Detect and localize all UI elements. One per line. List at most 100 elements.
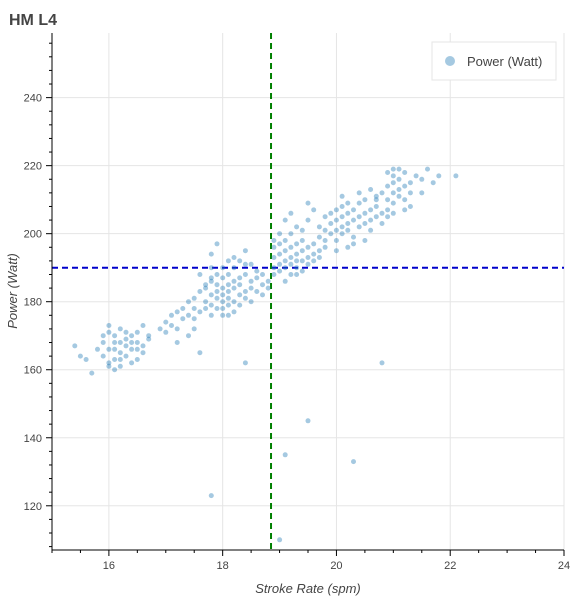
- data-point: [333, 227, 339, 233]
- data-point: [214, 282, 220, 288]
- data-point: [214, 295, 220, 301]
- data-point: [362, 221, 368, 226]
- data-point: [140, 343, 146, 349]
- data-point: [220, 292, 226, 298]
- data-point: [231, 285, 237, 291]
- data-point: [288, 244, 294, 250]
- y-tick-label: 120: [24, 501, 42, 513]
- data-point: [362, 197, 368, 203]
- data-point: [333, 207, 339, 213]
- data-point: [396, 187, 402, 192]
- data-point: [248, 261, 254, 267]
- data-point: [299, 248, 305, 254]
- data-point: [379, 190, 385, 196]
- data-point: [407, 204, 413, 209]
- y-tick-label: 140: [24, 433, 42, 445]
- data-point: [220, 285, 226, 291]
- data-point: [129, 360, 135, 366]
- data-point: [328, 210, 334, 216]
- data-point: [339, 224, 345, 230]
- data-point: [237, 302, 243, 308]
- data-point: [333, 217, 339, 223]
- data-point: [260, 292, 265, 298]
- data-point: [225, 272, 231, 277]
- data-point: [282, 258, 288, 264]
- data-point: [356, 200, 362, 206]
- x-tick-label: 20: [330, 560, 342, 572]
- data-point: [248, 299, 254, 305]
- data-point: [425, 166, 430, 172]
- data-point: [351, 207, 356, 213]
- data-point: [163, 319, 169, 325]
- data-point: [146, 336, 152, 342]
- data-point: [277, 261, 283, 267]
- data-point: [368, 207, 374, 213]
- data-point: [254, 289, 260, 294]
- data-point: [129, 333, 135, 339]
- data-point: [322, 214, 328, 220]
- data-point: [248, 278, 254, 284]
- data-point: [180, 316, 186, 322]
- data-point: [288, 272, 294, 277]
- data-point: [106, 323, 112, 328]
- data-point: [453, 173, 459, 179]
- data-point: [345, 210, 351, 216]
- data-point: [379, 360, 385, 366]
- data-point: [288, 255, 294, 260]
- data-point: [208, 292, 214, 298]
- data-point: [288, 261, 294, 267]
- data-point: [186, 312, 191, 318]
- x-tick-label: 18: [217, 560, 229, 572]
- data-point: [368, 187, 374, 192]
- data-point: [294, 224, 300, 230]
- data-point: [100, 353, 106, 359]
- data-point: [305, 244, 311, 250]
- data-point: [390, 200, 396, 206]
- data-point: [345, 221, 351, 226]
- data-point: [254, 268, 260, 274]
- data-point: [351, 241, 356, 247]
- data-point: [180, 306, 186, 311]
- data-point: [117, 340, 123, 345]
- data-point: [129, 346, 135, 352]
- data-point: [288, 231, 294, 237]
- data-point: [373, 193, 379, 199]
- data-point: [305, 217, 311, 223]
- data-point: [231, 309, 237, 315]
- data-point: [72, 343, 78, 349]
- grid: [52, 33, 565, 550]
- y-tick-label: 200: [24, 229, 42, 241]
- data-point: [208, 493, 214, 499]
- data-point: [174, 340, 180, 345]
- data-point: [328, 231, 334, 237]
- data-point: [203, 306, 209, 311]
- data-point: [242, 261, 248, 267]
- data-point: [231, 278, 237, 284]
- data-point: [225, 312, 231, 318]
- data-point: [214, 272, 220, 277]
- data-point: [271, 265, 277, 271]
- data-point: [100, 333, 106, 339]
- data-point: [368, 227, 374, 233]
- data-point: [123, 353, 129, 359]
- data-point: [220, 265, 226, 271]
- data-point: [316, 255, 322, 260]
- data-point: [129, 340, 135, 345]
- data-point: [339, 193, 345, 199]
- data-point: [123, 329, 129, 335]
- data-point: [356, 224, 362, 230]
- data-point: [271, 244, 277, 250]
- data-point: [351, 459, 356, 465]
- data-point: [112, 333, 118, 339]
- data-point: [174, 309, 180, 315]
- reference-lines: [52, 33, 564, 550]
- y-tick-label: 220: [24, 161, 42, 173]
- data-point: [112, 346, 118, 352]
- data-point: [294, 251, 300, 257]
- data-point: [373, 204, 379, 209]
- data-point: [237, 258, 243, 264]
- data-point: [214, 306, 220, 311]
- data-point: [271, 238, 277, 243]
- data-point: [186, 299, 191, 305]
- data-point: [214, 289, 220, 294]
